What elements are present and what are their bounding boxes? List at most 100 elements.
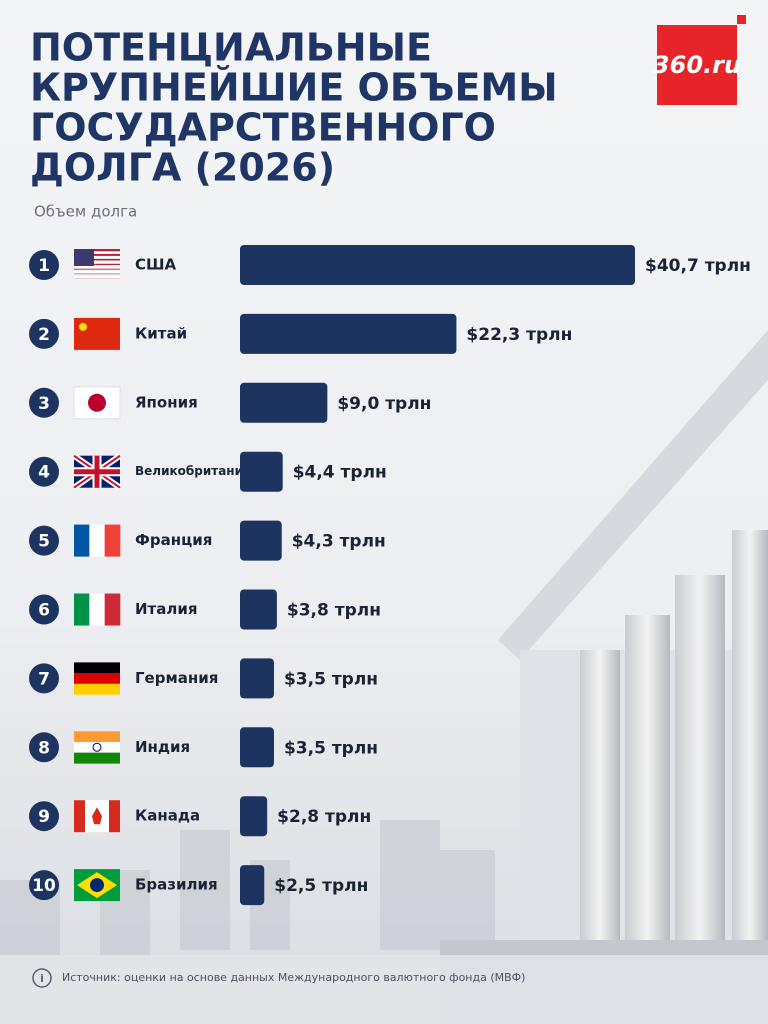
category-label: Великобритания [135, 464, 251, 478]
flag-part [74, 262, 120, 266]
rank-number: 6 [38, 601, 50, 621]
flag-part [74, 271, 120, 274]
flag-part [74, 317, 120, 350]
value-label: $4,4 трлн [293, 463, 387, 483]
flag-part [104, 524, 121, 557]
source: Источник: оценки на основе данных Междун… [62, 971, 525, 984]
value-label: $2,5 трлн [274, 876, 368, 896]
category-label: Германия [135, 669, 218, 687]
category-label: Китай [135, 324, 187, 342]
rank-badge [29, 801, 59, 832]
rank-badge [29, 594, 59, 625]
flag-part [79, 322, 87, 331]
bar [240, 727, 274, 768]
title-line: КРУПНЕЙШИЕ ОБЪЕМЫ [30, 66, 558, 110]
flag-part [74, 752, 120, 764]
flag-part [92, 807, 102, 825]
bar [240, 520, 282, 561]
value-label: $3,5 трлн [284, 738, 378, 758]
title-line: ПОТЕНЦИАЛЬНЫЕ [30, 26, 432, 70]
rank-number: 10 [32, 876, 56, 896]
rank-badge [29, 456, 59, 487]
rows: 1 США $40,7 трлн 2 Китай $22,3 трлн 3 Япония $9,… [29, 245, 751, 906]
flag [74, 800, 120, 833]
flag-part [74, 249, 94, 266]
rank-number: 9 [38, 807, 50, 827]
flag [74, 317, 120, 350]
rank-number: 8 [38, 738, 50, 758]
flag-part [109, 800, 120, 833]
flag-part [92, 742, 102, 752]
rank-badge [29, 387, 59, 418]
bar [240, 245, 635, 285]
bar [240, 865, 265, 906]
value-label: $4,3 трлн [292, 532, 386, 552]
bar [240, 451, 283, 492]
flag-part [89, 593, 105, 626]
category-label: Япония [135, 393, 198, 411]
flag-part [74, 253, 120, 256]
category-label: Бразилия [135, 876, 218, 894]
rank-badge [29, 525, 59, 556]
logo-text: 360.ru [653, 51, 741, 79]
category-label: Канада [135, 807, 200, 825]
background-building [0, 330, 768, 1024]
flag-part [74, 256, 120, 259]
category-label: Италия [135, 600, 198, 618]
bar [240, 796, 268, 837]
rank-number: 2 [38, 325, 50, 345]
rank-badge [29, 318, 59, 349]
info-icon-glyph: i [40, 972, 44, 985]
value-label: $40,7 трлн [645, 256, 751, 276]
value-label: $3,8 трлн [287, 601, 381, 621]
bar [240, 313, 457, 354]
rank-badge [29, 663, 59, 694]
value-label: $22,3 трлн [466, 325, 572, 345]
rank-number: 7 [38, 669, 50, 689]
bar [240, 589, 277, 630]
rank-number: 3 [38, 394, 50, 414]
bar [240, 382, 328, 423]
flag-part [74, 455, 120, 488]
flag-part [74, 249, 120, 252]
title-line: ГОСУДАРСТВЕННОГО [30, 106, 496, 150]
flag-part [74, 741, 120, 753]
flag-part [74, 524, 90, 557]
flag [74, 731, 120, 764]
bar [240, 658, 274, 699]
flag-part [89, 524, 105, 557]
flag [74, 869, 120, 902]
flag-part [74, 673, 120, 685]
flag-part [74, 276, 120, 279]
category-label: США [135, 256, 177, 274]
flag [74, 662, 120, 695]
flag [74, 524, 121, 557]
rank-number: 5 [38, 532, 50, 552]
background-city [0, 820, 495, 960]
flag [72, 453, 122, 491]
flag-part [74, 593, 90, 626]
flag-part [74, 258, 120, 261]
flag-part [88, 393, 106, 412]
rank-badge [29, 250, 59, 280]
flag-part [74, 731, 120, 743]
flag [74, 249, 120, 279]
value-label: $9,0 трлн [337, 394, 431, 414]
rank-number: 1 [38, 256, 50, 276]
rank-number: 4 [38, 463, 50, 483]
flag-part [74, 251, 120, 254]
rank-badge [29, 870, 59, 901]
value-label: $2,8 трлн [277, 807, 371, 827]
category-label: Индия [135, 738, 190, 756]
value-label: $3,5 трлн [284, 669, 378, 689]
subtitle: Объем долга [34, 203, 137, 221]
flag-part [74, 266, 120, 269]
flag-part [74, 800, 85, 833]
flag [73, 386, 121, 420]
logo: 360.ru [653, 15, 746, 105]
category-label: Франция [135, 531, 212, 549]
info-icon [32, 968, 52, 988]
flag-part [74, 261, 120, 264]
